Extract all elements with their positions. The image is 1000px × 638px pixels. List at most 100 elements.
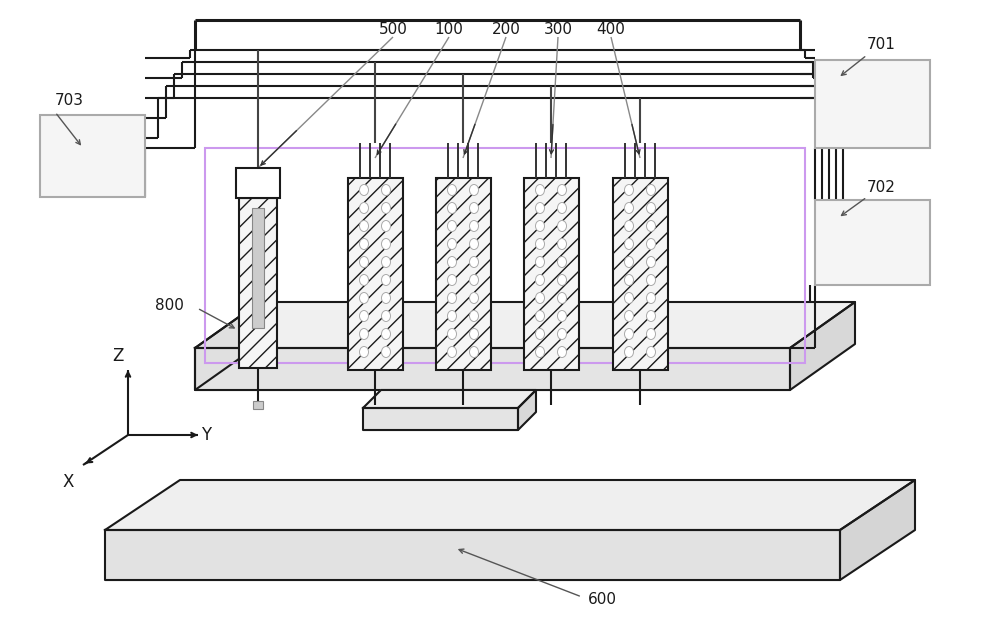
- Ellipse shape: [646, 329, 656, 339]
- Ellipse shape: [536, 311, 544, 322]
- Ellipse shape: [558, 274, 566, 285]
- Ellipse shape: [360, 346, 368, 357]
- Ellipse shape: [558, 256, 566, 267]
- Ellipse shape: [360, 292, 368, 304]
- Ellipse shape: [646, 346, 656, 357]
- Ellipse shape: [360, 239, 368, 249]
- Text: 701: 701: [867, 37, 896, 52]
- Bar: [252, 208, 264, 328]
- Ellipse shape: [646, 202, 656, 214]
- Ellipse shape: [624, 329, 634, 339]
- Ellipse shape: [470, 346, 479, 357]
- Ellipse shape: [536, 292, 544, 304]
- Ellipse shape: [470, 184, 479, 195]
- Ellipse shape: [382, 346, 390, 357]
- Ellipse shape: [382, 311, 390, 322]
- Text: 500: 500: [379, 22, 407, 37]
- Ellipse shape: [382, 329, 390, 339]
- Polygon shape: [105, 530, 840, 580]
- Bar: [236, 168, 280, 198]
- Ellipse shape: [536, 346, 544, 357]
- Ellipse shape: [558, 329, 566, 339]
- Ellipse shape: [536, 256, 544, 267]
- Polygon shape: [195, 302, 260, 390]
- Polygon shape: [363, 408, 518, 430]
- Polygon shape: [518, 390, 536, 430]
- Ellipse shape: [448, 239, 456, 249]
- Ellipse shape: [624, 292, 634, 304]
- Ellipse shape: [448, 292, 456, 304]
- Ellipse shape: [536, 274, 544, 285]
- Ellipse shape: [536, 329, 544, 339]
- Ellipse shape: [536, 239, 544, 249]
- Ellipse shape: [646, 239, 656, 249]
- Ellipse shape: [646, 184, 656, 195]
- Ellipse shape: [624, 202, 634, 214]
- Ellipse shape: [448, 329, 456, 339]
- Bar: [239, 198, 277, 368]
- Ellipse shape: [470, 239, 479, 249]
- Ellipse shape: [536, 202, 544, 214]
- Bar: [815, 200, 930, 285]
- Ellipse shape: [360, 221, 368, 232]
- Ellipse shape: [448, 256, 456, 267]
- Ellipse shape: [624, 346, 634, 357]
- Bar: [253, 401, 263, 409]
- Ellipse shape: [382, 274, 390, 285]
- Ellipse shape: [646, 221, 656, 232]
- Ellipse shape: [470, 311, 479, 322]
- Text: Z: Z: [112, 347, 124, 365]
- Text: 400: 400: [597, 22, 625, 37]
- Ellipse shape: [536, 221, 544, 232]
- Ellipse shape: [448, 221, 456, 232]
- Ellipse shape: [360, 329, 368, 339]
- Ellipse shape: [382, 202, 390, 214]
- Polygon shape: [195, 302, 855, 348]
- Ellipse shape: [558, 221, 566, 232]
- Text: X: X: [62, 473, 74, 491]
- Ellipse shape: [646, 311, 656, 322]
- Text: Y: Y: [201, 426, 211, 444]
- Ellipse shape: [360, 274, 368, 285]
- Ellipse shape: [360, 202, 368, 214]
- Ellipse shape: [470, 221, 479, 232]
- Polygon shape: [840, 480, 915, 580]
- Ellipse shape: [382, 221, 390, 232]
- Ellipse shape: [624, 274, 634, 285]
- Ellipse shape: [470, 329, 479, 339]
- Ellipse shape: [646, 292, 656, 304]
- Polygon shape: [363, 390, 536, 408]
- Polygon shape: [790, 302, 855, 390]
- Ellipse shape: [558, 292, 566, 304]
- Ellipse shape: [360, 311, 368, 322]
- Ellipse shape: [646, 274, 656, 285]
- Ellipse shape: [448, 274, 456, 285]
- Ellipse shape: [624, 256, 634, 267]
- Bar: [436, 178, 491, 370]
- Ellipse shape: [536, 184, 544, 195]
- Bar: [205, 148, 805, 363]
- Ellipse shape: [448, 184, 456, 195]
- Ellipse shape: [448, 346, 456, 357]
- Ellipse shape: [448, 311, 456, 322]
- Ellipse shape: [382, 292, 390, 304]
- Bar: [524, 178, 579, 370]
- Ellipse shape: [382, 184, 390, 195]
- Bar: [348, 178, 403, 370]
- Ellipse shape: [624, 311, 634, 322]
- Bar: [613, 178, 668, 370]
- Ellipse shape: [558, 239, 566, 249]
- Ellipse shape: [382, 256, 390, 267]
- Ellipse shape: [382, 239, 390, 249]
- Ellipse shape: [360, 256, 368, 267]
- Ellipse shape: [558, 184, 566, 195]
- Text: 300: 300: [544, 22, 572, 37]
- Ellipse shape: [558, 202, 566, 214]
- Ellipse shape: [448, 202, 456, 214]
- Text: 200: 200: [492, 22, 520, 37]
- Text: 703: 703: [55, 93, 84, 108]
- Ellipse shape: [558, 311, 566, 322]
- Polygon shape: [105, 480, 915, 530]
- Text: 600: 600: [588, 593, 617, 607]
- Bar: [40, 115, 145, 197]
